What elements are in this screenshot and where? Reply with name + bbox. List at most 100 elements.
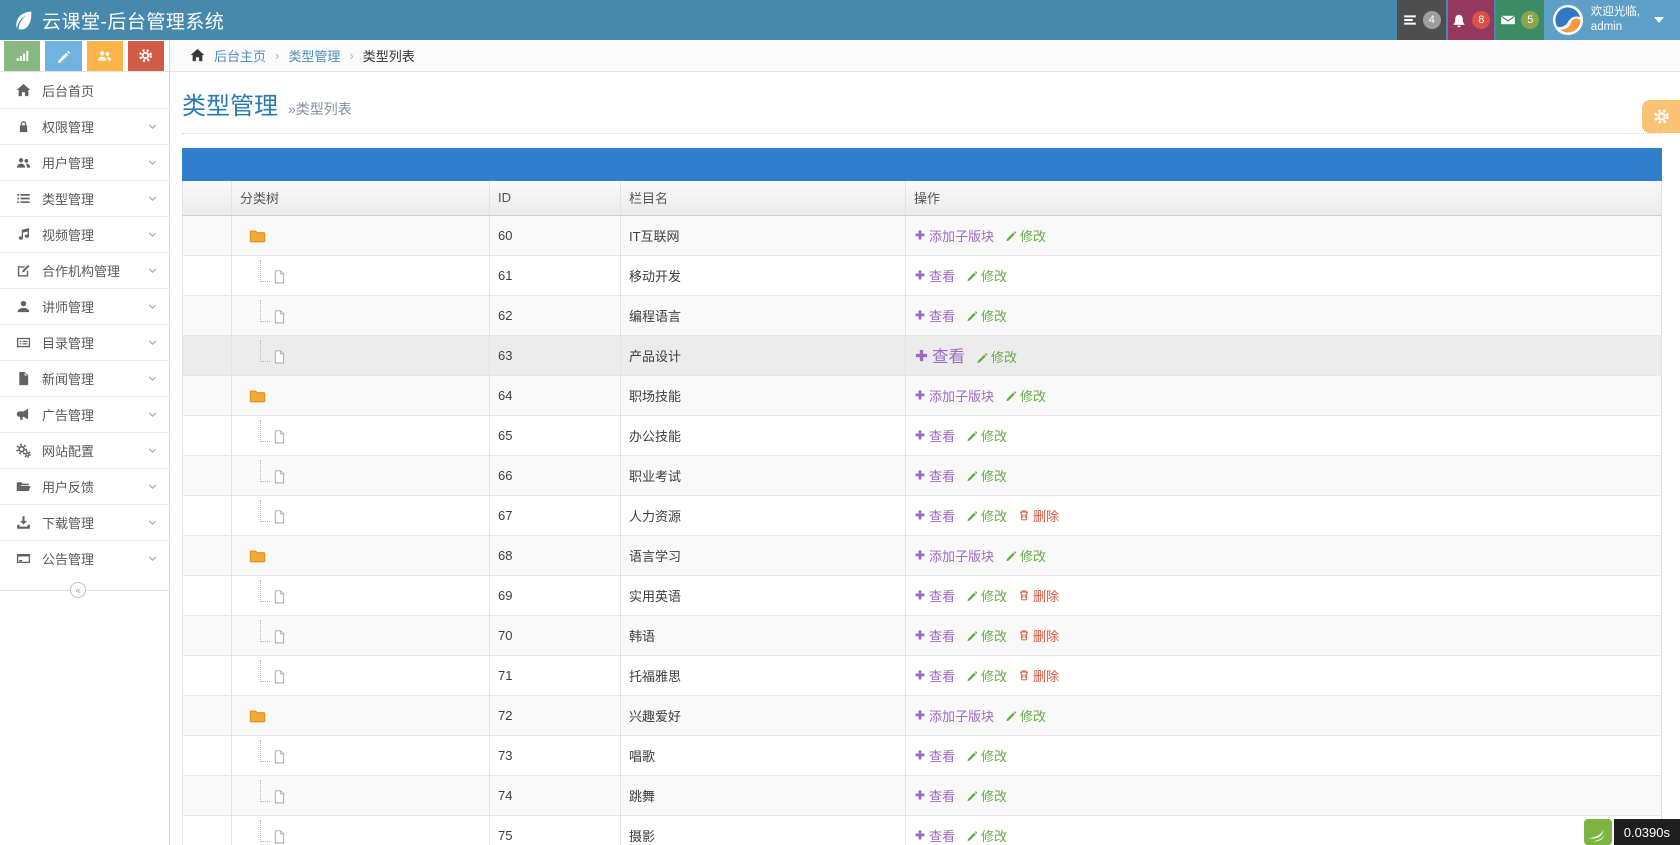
edit-link[interactable]: 修改 (966, 586, 1007, 605)
plus-icon (914, 309, 926, 321)
table-header-band (182, 148, 1662, 181)
edit-link[interactable]: 修改 (966, 746, 1007, 765)
navbar-right: 4 8 5 欢迎光临, admin (1395, 0, 1680, 40)
sidebar-item-权限管理[interactable]: 权限管理 (0, 108, 169, 144)
plus-icon (914, 749, 926, 761)
notifications-menu-button[interactable]: 8 (1447, 0, 1494, 40)
sidebar-item-用户管理[interactable]: 用户管理 (0, 144, 169, 180)
messages-menu-button[interactable]: 5 (1495, 0, 1544, 40)
edit-link[interactable]: 修改 (976, 347, 1017, 366)
add-child-link[interactable]: 添加子版块 (914, 706, 994, 725)
view-link[interactable]: 查看 (914, 786, 955, 805)
edit-link[interactable]: 修改 (966, 626, 1007, 645)
view-link[interactable]: 查看 (914, 626, 955, 645)
sidebar-item-视频管理[interactable]: 视频管理 (0, 216, 169, 252)
chevron-down-icon (147, 409, 158, 420)
delete-link[interactable]: 删除 (1018, 586, 1059, 605)
view-link[interactable]: 查看 (914, 586, 955, 605)
delete-link[interactable]: 删除 (1018, 666, 1059, 685)
sidebar-item-用户反馈[interactable]: 用户反馈 (0, 468, 169, 504)
name-cell: 唱歌 (620, 734, 906, 775)
plus-icon (914, 589, 926, 601)
sidebar-item-公告管理[interactable]: 公告管理 (0, 540, 169, 576)
sidebar-item-新闻管理[interactable]: 新闻管理 (0, 360, 169, 396)
edit-link[interactable]: 修改 (966, 506, 1007, 525)
sidebar-item-下载管理[interactable]: 下载管理 (0, 504, 169, 540)
edit-link[interactable]: 修改 (1005, 706, 1046, 725)
select-cell (182, 814, 232, 845)
edit-link[interactable]: 修改 (1005, 546, 1046, 565)
tree-connector (260, 780, 270, 802)
sidebar-item-label: 广告管理 (42, 408, 95, 423)
view-link[interactable]: 查看 (914, 266, 955, 285)
delete-link[interactable]: 删除 (1018, 626, 1059, 645)
edit-link[interactable]: 修改 (1005, 386, 1046, 405)
view-link[interactable]: 查看 (914, 826, 955, 845)
sidebar-item-目录管理[interactable]: 目录管理 (0, 324, 169, 360)
sidebar-item-合作机构管理[interactable]: 合作机构管理 (0, 252, 169, 288)
page-settings-button[interactable] (1642, 100, 1680, 133)
edit-link[interactable]: 修改 (966, 826, 1007, 845)
user-menu-button[interactable]: 欢迎光临, admin (1543, 0, 1680, 40)
select-cell (182, 774, 232, 815)
folder-icon (249, 228, 266, 243)
bullhorn-icon (14, 407, 32, 422)
breadcrumb-item-home[interactable]: 后台主页 (214, 49, 267, 64)
name-cell: 移动开发 (620, 254, 906, 295)
id-cell: 75 (489, 814, 621, 845)
view-link[interactable]: 查看 (914, 466, 955, 485)
view-link[interactable]: 查看 (914, 746, 955, 765)
folderopen-icon (14, 479, 32, 494)
edit-link[interactable]: 修改 (1005, 226, 1046, 245)
sidebar-item-讲师管理[interactable]: 讲师管理 (0, 288, 169, 324)
sidebar-collapse-toggle[interactable]: « (70, 582, 86, 598)
edit-link[interactable]: 修改 (966, 306, 1007, 325)
actions-cell: 查看 修改 删除 (905, 614, 1662, 655)
delete-link[interactable]: 删除 (1018, 506, 1059, 525)
sidebar-item-类型管理[interactable]: 类型管理 (0, 180, 169, 216)
sidebar-item-网站配置[interactable]: 网站配置 (0, 432, 169, 468)
shortcut-settings-button[interactable] (127, 40, 164, 71)
notifications-count-badge: 8 (1472, 11, 1491, 29)
shortcut-edit-button[interactable] (45, 40, 82, 71)
add-child-link[interactable]: 添加子版块 (914, 546, 994, 565)
edit-link[interactable]: 修改 (966, 786, 1007, 805)
chevron-down-icon (147, 517, 158, 528)
view-link[interactable]: 查看 (914, 666, 955, 685)
home-icon[interactable] (190, 48, 205, 63)
view-link[interactable]: 查看 (914, 426, 955, 445)
sidebar-nav: 后台首页 权限管理 用户管理 类型管理 视频管理 合作机构管理 讲师管理 目录管理 新闻管理广告… (0, 72, 169, 576)
view-link[interactable]: 查看 (914, 306, 955, 325)
id-cell: 65 (489, 414, 621, 455)
folder-icon (249, 708, 266, 723)
add-child-link[interactable]: 添加子版块 (914, 386, 994, 405)
pencil-icon (1005, 389, 1017, 401)
actions-cell: 添加子版块 修改 (905, 694, 1662, 735)
view-link[interactable]: 查看 (914, 506, 955, 525)
table-row: 75 摄影 查看 修改 (182, 814, 1662, 845)
exec-time-badge[interactable]: 0.0390s (1613, 819, 1680, 845)
add-child-link[interactable]: 添加子版块 (914, 226, 994, 245)
page-icon (273, 510, 287, 526)
edit-link[interactable]: 修改 (966, 466, 1007, 485)
sidebar-item-后台首页[interactable]: 后台首页 (0, 72, 169, 108)
tasks-menu-button[interactable]: 4 (1396, 0, 1446, 40)
breadcrumb-item-type[interactable]: 类型管理 (288, 49, 341, 64)
pencil-icon (966, 269, 978, 281)
thinkphp-logo-icon[interactable] (1583, 819, 1612, 845)
table-row: 64 职场技能 添加子版块 修改 (182, 374, 1662, 415)
edit-link[interactable]: 修改 (966, 266, 1007, 285)
shortcut-users-button[interactable] (86, 40, 123, 71)
plus-icon (914, 549, 926, 561)
sidebar-item-广告管理[interactable]: 广告管理 (0, 396, 169, 432)
sidebar-item-label: 网站配置 (42, 444, 95, 459)
category-tree-cell (231, 334, 490, 375)
edit-link[interactable]: 修改 (966, 426, 1007, 445)
page-icon (273, 350, 287, 366)
lock-icon (14, 119, 32, 134)
shortcut-stats-button[interactable] (4, 40, 41, 71)
select-cell (182, 334, 232, 375)
edit-link[interactable]: 修改 (966, 666, 1007, 685)
view-link[interactable]: 查看 (914, 343, 965, 367)
name-cell: 实用英语 (620, 574, 906, 615)
